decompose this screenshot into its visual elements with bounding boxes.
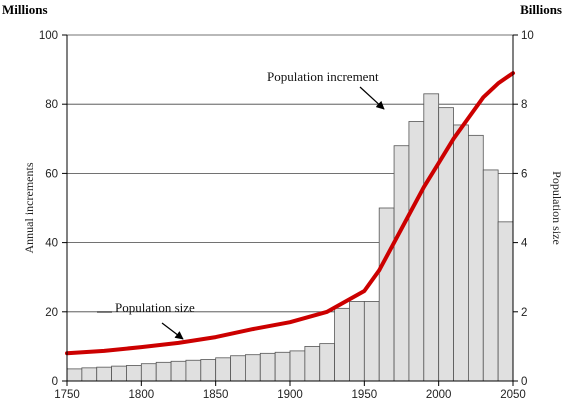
bar-1940 [349, 301, 365, 382]
text-layer: 1750 1800 1850 1900 1950 2000 2050020406080100… [2, 2, 564, 401]
bar-1810 [155, 361, 172, 382]
bar-2040 [497, 221, 514, 382]
y-right-tick-label-8: 8 [521, 99, 527, 111]
annotation-population-increment-arrow [359, 86, 385, 110]
population-size-line [65, 71, 515, 356]
y-left-tick-label-0: 0 [52, 376, 58, 388]
bar-1780 [111, 365, 127, 382]
bar-1980 [408, 121, 425, 382]
bar-1800 [140, 363, 157, 382]
bar-1880 [259, 352, 276, 382]
bar-1840 [200, 359, 217, 382]
y-right-tick-label-2: 2 [521, 307, 527, 319]
y-right-tick-label-10: 10 [521, 30, 534, 42]
annotation-population-size-arrow [161, 322, 184, 340]
bar-1970 [393, 145, 410, 382]
bar-1860 [230, 355, 246, 382]
bar-1990 [423, 93, 440, 382]
x-tick-label-1800: 1800 [129, 389, 155, 401]
annotation-population-size: Population size [115, 300, 195, 315]
left-unit-label: Millions [2, 2, 48, 17]
x-tick-label-2050: 2050 [500, 389, 526, 401]
y-left-tick-label-100: 100 [39, 30, 58, 42]
x-tick-label-1750: 1750 [54, 389, 80, 401]
y-left-tick-label-80: 80 [45, 99, 58, 111]
y-axis-right-title: Population size [550, 171, 564, 245]
bar-2010 [453, 124, 469, 382]
line-layer [65, 71, 515, 356]
bar-1830 [185, 359, 202, 382]
bar-1920 [319, 343, 336, 382]
bar-1770 [96, 366, 112, 382]
x-tick-label-1900: 1900 [277, 389, 303, 401]
bar-1820 [170, 360, 187, 382]
bar-2020 [467, 134, 484, 382]
bar-1950 [363, 301, 380, 382]
right-unit-label: Billions [520, 2, 562, 17]
axes-layer [62, 34, 518, 386]
y-left-tick-label-20: 20 [45, 307, 58, 319]
y-left-tick-label-60: 60 [45, 168, 58, 180]
bar-1760 [81, 367, 98, 382]
y-right-tick-label-0: 0 [521, 376, 527, 388]
bar-1870 [244, 354, 261, 382]
bar-1750 [66, 368, 83, 382]
x-tick-label-1950: 1950 [352, 389, 378, 401]
bar-1790 [126, 365, 142, 382]
bar-1910 [304, 345, 321, 382]
y-right-tick-label-4: 4 [521, 238, 528, 250]
bar-2030 [482, 169, 499, 382]
x-tick-label-2000: 2000 [426, 389, 452, 401]
x-tick-label-1850: 1850 [203, 389, 229, 401]
y-axis-left-title: Annual increments [22, 162, 36, 253]
bar-1930 [334, 307, 350, 382]
y-right-tick-label-6: 6 [521, 168, 527, 180]
bar-1960 [378, 207, 395, 382]
y-left-tick-label-40: 40 [45, 238, 58, 250]
bars-layer [66, 93, 514, 382]
bar-1850 [215, 357, 231, 382]
bar-1890 [274, 351, 291, 382]
annotation-population-increment: Population increment [267, 69, 379, 84]
bar-1900 [289, 350, 306, 382]
